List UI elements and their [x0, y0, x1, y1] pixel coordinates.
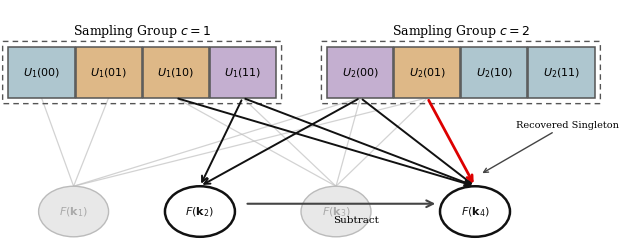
Text: $U_2(11)$: $U_2(11)$	[543, 67, 580, 80]
Text: $U_2(10)$: $U_2(10)$	[476, 67, 513, 80]
Bar	[76, 48, 141, 99]
Text: $U_2(00)$: $U_2(00)$	[342, 67, 379, 80]
Text: $U_1(10)$: $U_1(10)$	[157, 67, 195, 80]
Bar	[327, 48, 394, 99]
Bar	[461, 48, 527, 99]
Ellipse shape	[301, 186, 371, 237]
Text: $U_1(01)$: $U_1(01)$	[90, 67, 127, 80]
Text: $F(\mathbf{k}_3)$: $F(\mathbf{k}_3)$	[321, 205, 351, 218]
Text: Subtract: Subtract	[333, 215, 379, 225]
Bar	[529, 48, 595, 99]
Text: $U_1(11)$: $U_1(11)$	[224, 67, 261, 80]
Text: $F(\mathbf{k}_1)$: $F(\mathbf{k}_1)$	[59, 205, 88, 218]
Text: $U_1(00)$: $U_1(00)$	[23, 67, 60, 80]
Ellipse shape	[38, 186, 109, 237]
Text: Recovered Singleton: Recovered Singleton	[484, 120, 619, 173]
Bar	[8, 48, 75, 99]
Ellipse shape	[165, 186, 235, 237]
Text: Sampling Group $c = 1$: Sampling Group $c = 1$	[73, 22, 211, 39]
Bar	[394, 48, 460, 99]
Bar	[143, 48, 209, 99]
Text: $F(\mathbf{k}_4)$: $F(\mathbf{k}_4)$	[461, 205, 490, 218]
Text: Sampling Group $c = 2$: Sampling Group $c = 2$	[392, 22, 530, 39]
Text: $F(\mathbf{k}_2)$: $F(\mathbf{k}_2)$	[186, 205, 214, 218]
Bar	[210, 48, 276, 99]
Text: $U_2(01)$: $U_2(01)$	[409, 67, 446, 80]
Ellipse shape	[440, 186, 510, 237]
